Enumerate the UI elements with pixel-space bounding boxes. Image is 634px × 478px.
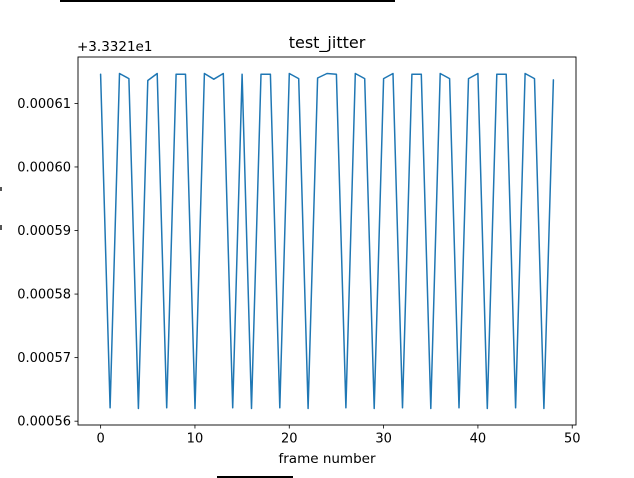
y-tick-label: 0.00057 bbox=[17, 351, 71, 366]
clipped-y-axis-label-fragment bbox=[0, 187, 2, 191]
chart-title: test_jitter bbox=[288, 33, 366, 52]
clipped-y-axis-label-fragment bbox=[0, 225, 2, 230]
x-tick-label: 0 bbox=[96, 432, 104, 447]
axes-spines bbox=[77, 56, 577, 426]
y-tick-label: 0.00056 bbox=[17, 415, 71, 430]
y-tick-label: 0.00058 bbox=[17, 288, 71, 303]
x-tick-label: 20 bbox=[281, 432, 298, 447]
y-axis-offset-label: +3.3321e1 bbox=[77, 39, 153, 55]
y-tick-label: 0.00061 bbox=[17, 97, 71, 112]
x-tick-label: 30 bbox=[375, 432, 392, 447]
x-tick-label: 40 bbox=[470, 432, 487, 447]
x-tick-label: 10 bbox=[187, 432, 204, 447]
x-tick-label: 50 bbox=[564, 432, 581, 447]
top-edge-artifact bbox=[60, 0, 395, 2]
y-tick-label: 0.00060 bbox=[17, 161, 71, 176]
x-axis-label: frame number bbox=[278, 451, 376, 467]
data-line bbox=[99, 72, 555, 410]
bottom-edge-artifact bbox=[217, 476, 293, 478]
y-tick-label: 0.00059 bbox=[17, 224, 71, 239]
